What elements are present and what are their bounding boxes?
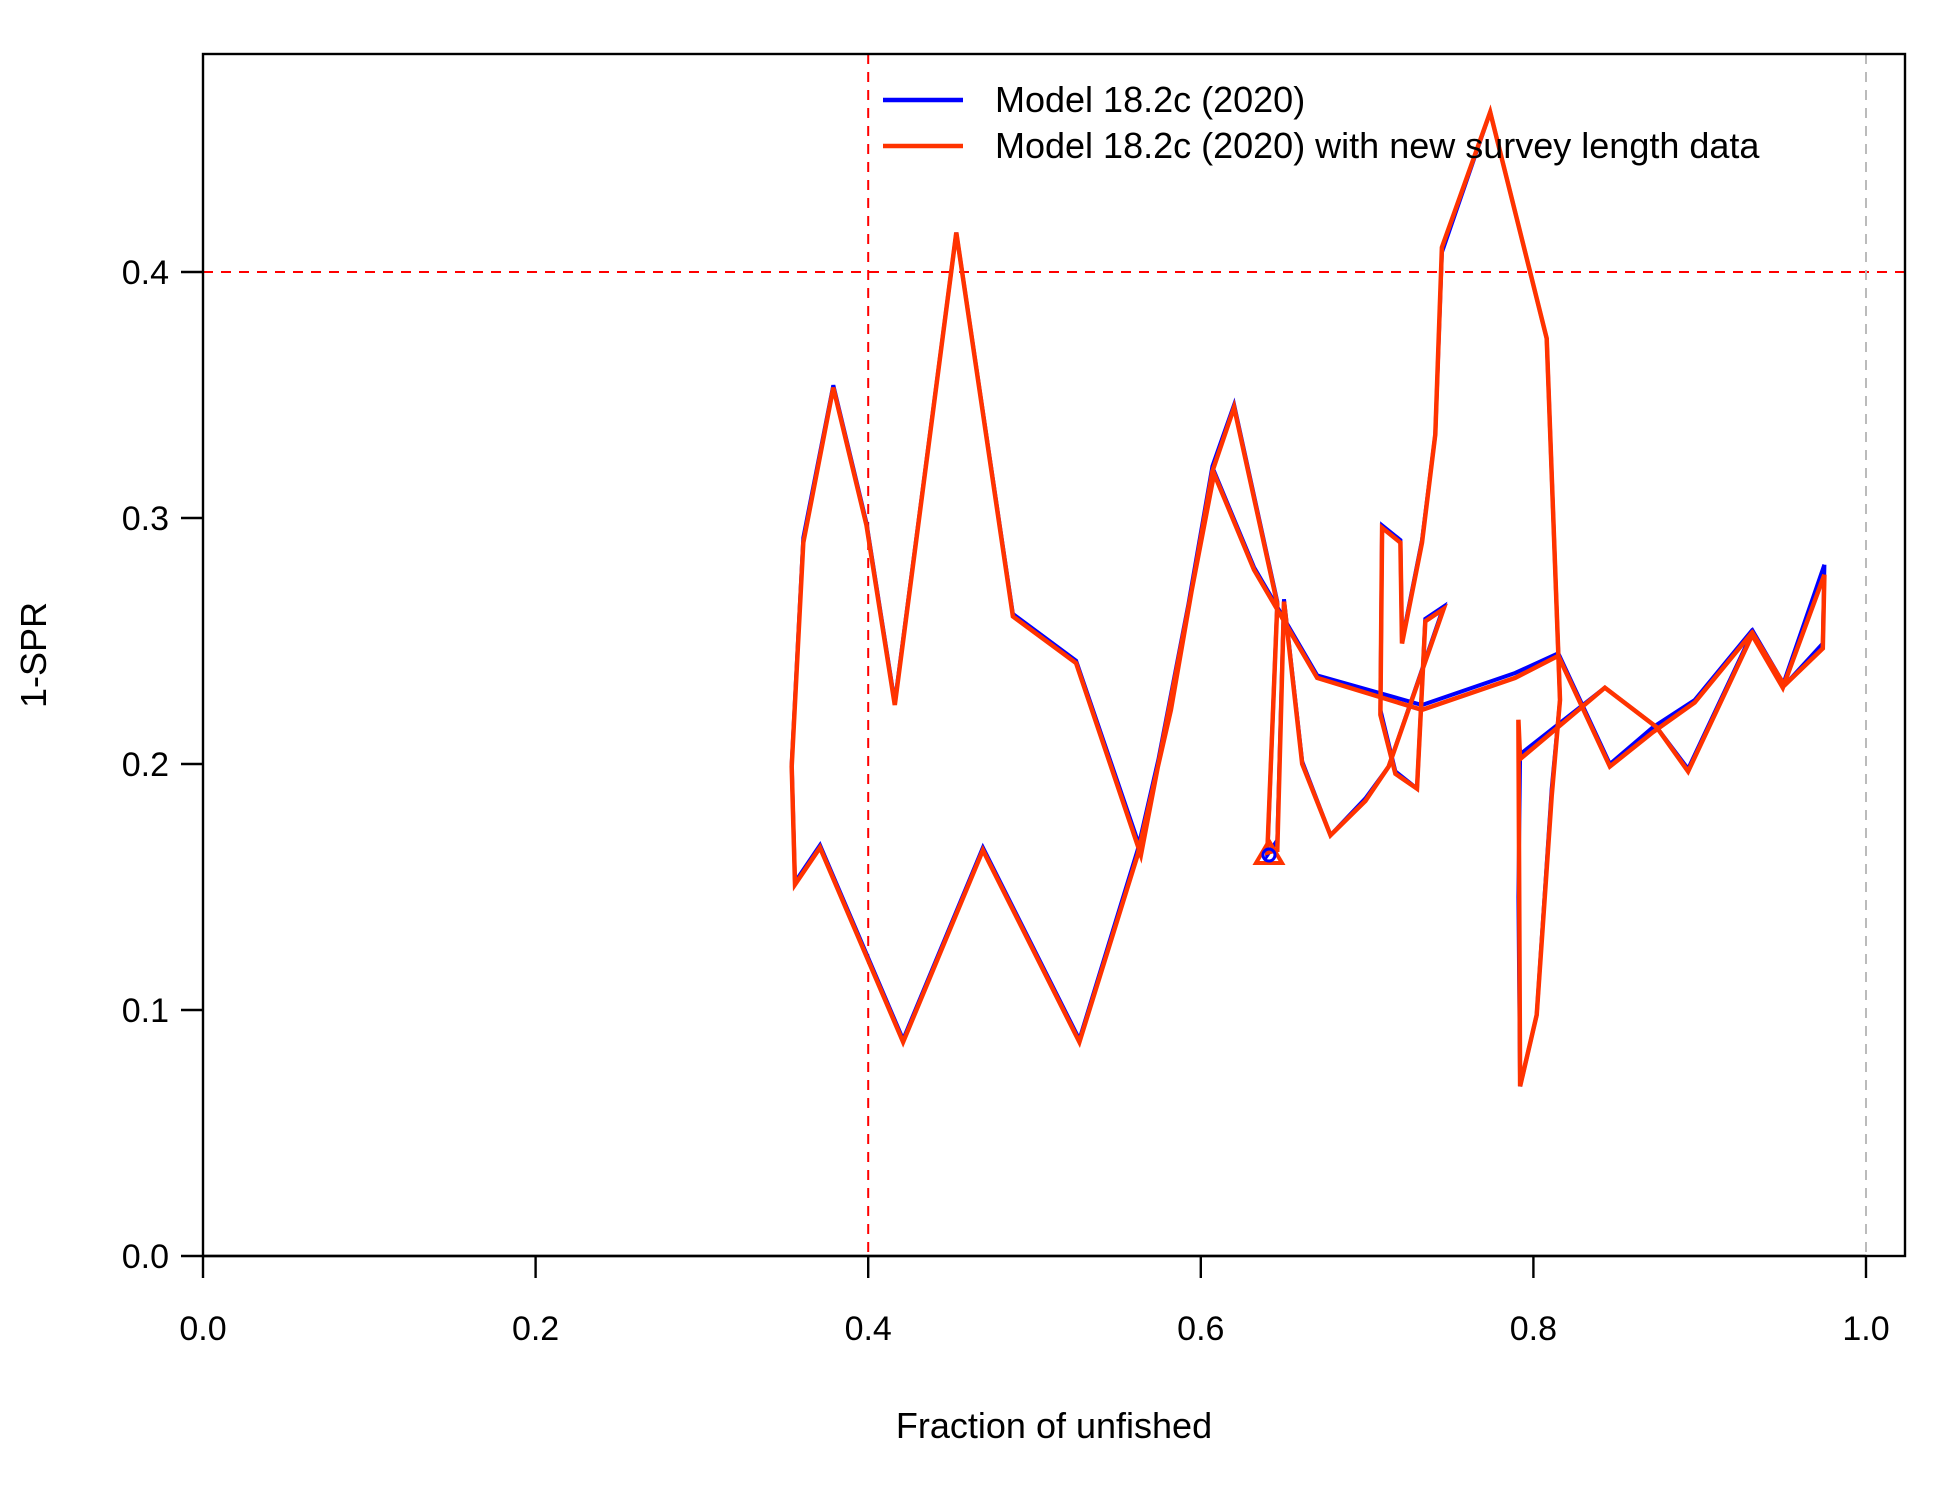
- y-axis-title: 1-SPR: [13, 602, 54, 708]
- start-marker-circle: [1261, 847, 1277, 863]
- plot-frame: [201, 52, 1907, 1258]
- series-layer: [789, 104, 1827, 1087]
- x-tick-label-3: 0.6: [1177, 1310, 1224, 1348]
- y-tick-label-1: 0.1: [122, 992, 169, 1030]
- x-tick-label-0: 0.0: [179, 1310, 226, 1348]
- x-axis: 0.0 0.2 0.4 0.6 0.8 1.0: [179, 1254, 1890, 1348]
- x-axis-title: Fraction of unfished: [896, 1405, 1212, 1446]
- x-tick-label-1: 0.2: [512, 1310, 559, 1348]
- legend-label-model-2020: Model 18.2c (2020): [995, 79, 1305, 120]
- marker-layer: [1252, 837, 1286, 866]
- legend: Model 18.2c (2020) Model 18.2c (2020) wi…: [883, 79, 1760, 166]
- series-line-1: [789, 104, 1827, 1087]
- y-tick-label-4: 0.4: [122, 254, 169, 292]
- x-tick-label-5: 1.0: [1842, 1310, 1889, 1348]
- y-tick-label-2: 0.2: [122, 746, 169, 784]
- y-axis: 0.0 0.1 0.2 0.3 0.4: [122, 254, 203, 1276]
- x-tick-label-2: 0.4: [845, 1310, 892, 1348]
- y-tick-label-3: 0.3: [122, 500, 169, 538]
- x-tick-label-4: 0.8: [1510, 1310, 1557, 1348]
- legend-label-model-new-survey: Model 18.2c (2020) with new survey lengt…: [995, 125, 1760, 166]
- reference-lines: [203, 54, 1905, 1256]
- y-tick-label-0: 0.0: [122, 1238, 169, 1276]
